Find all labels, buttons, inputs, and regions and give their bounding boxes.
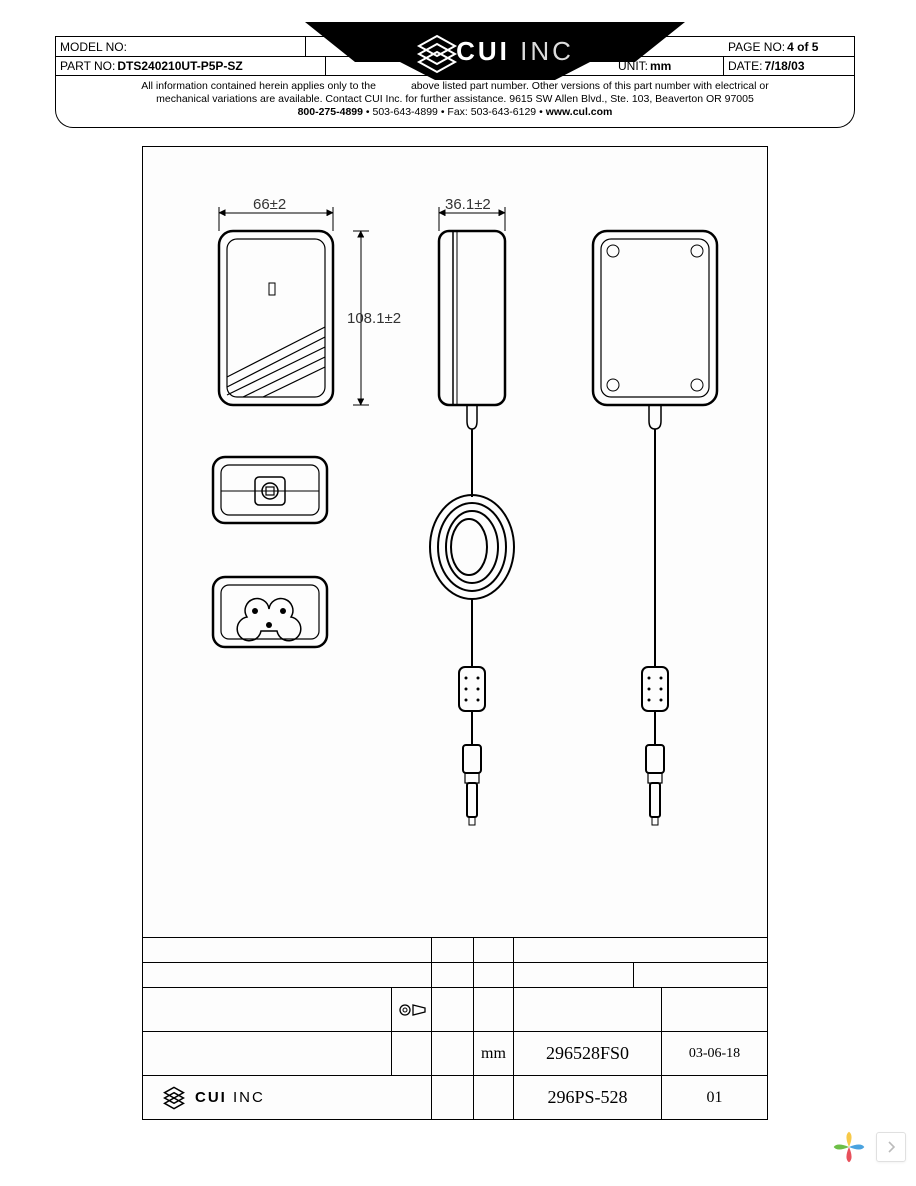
next-page-button[interactable] xyxy=(876,1132,906,1162)
info-line-2: mechanical variations are available. Con… xyxy=(76,93,834,106)
cui-logo-banner: CUI INC xyxy=(305,22,685,80)
datasheet-header: MODEL NO: PAGE NO: 4 of 5 PART NO: DTS24… xyxy=(55,36,855,128)
adapter-side-view: 36.1±2 xyxy=(413,197,543,917)
info-line-1: All information contained herein applies… xyxy=(76,80,834,93)
tb-drawing-no: 296528FS0 xyxy=(513,1031,661,1075)
title-block-upper xyxy=(143,937,767,962)
tb-part-code: 296PS-528 xyxy=(513,1075,661,1119)
info-line-1b: above listed part number. Other versions… xyxy=(411,80,769,92)
projection-symbol-icon xyxy=(397,1000,427,1020)
info-fax: Fax: 503-643-6129 xyxy=(447,106,536,118)
chevron-right-icon xyxy=(887,1141,895,1153)
flower-logo-icon xyxy=(832,1130,866,1164)
adapter-front-view: 66±2 xyxy=(203,197,353,417)
title-block-row-2: mm 296528FS0 03-06-18 xyxy=(143,1031,767,1075)
cui-small-logo-icon xyxy=(161,1085,187,1111)
dim-height: 108.1±2 xyxy=(347,310,401,327)
drawing-frame: 66±2 36.1±2 xyxy=(142,146,768,1120)
info-line-1a: All information contained herein applies… xyxy=(141,80,376,92)
logo-text: CUI INC xyxy=(305,36,685,67)
tb-rev-date: 03-06-18 xyxy=(661,1031,767,1075)
tb-logo-thin: INC xyxy=(233,1089,265,1106)
title-block-row-3: CUI INC 296PS-528 01 xyxy=(143,1075,767,1119)
page-cell: PAGE NO: 4 of 5 xyxy=(724,37,854,56)
info-phone-2: 503-643-4899 xyxy=(373,106,438,118)
adapter-bottom-view-1 xyxy=(203,447,343,537)
dim-height-group: 108.1±2 xyxy=(343,227,423,427)
info-sep-2: • xyxy=(441,106,445,118)
info-sep-3: • xyxy=(539,106,543,118)
page-nav xyxy=(832,1130,906,1164)
info-sep-1: • xyxy=(366,106,370,118)
info-phone-bold: 800-275-4899 xyxy=(298,106,363,118)
title-block-row-1 xyxy=(143,987,767,1031)
info-box: All information contained herein applies… xyxy=(55,76,855,128)
page-value: 4 of 5 xyxy=(787,40,818,54)
logo-text-bold: CUI xyxy=(456,36,510,66)
date-value: 7/18/03 xyxy=(764,59,804,73)
model-cell: MODEL NO: xyxy=(56,37,306,56)
dim-width: 66±2 xyxy=(253,197,286,213)
part-value: DTS240210UT-P5P-SZ xyxy=(117,59,242,73)
part-cell: PART NO: DTS240210UT-P5P-SZ xyxy=(56,57,326,75)
date-cell: DATE: 7/18/03 xyxy=(724,57,854,75)
part-label: PART NO: xyxy=(60,59,115,73)
adapter-rear-view xyxy=(573,197,743,917)
dim-depth: 36.1±2 xyxy=(445,197,491,213)
tb-logo-bold: CUI xyxy=(195,1089,227,1106)
tb-sheet: 01 xyxy=(661,1075,767,1119)
adapter-inlet-view xyxy=(203,567,343,662)
drawing-area: 66±2 36.1±2 xyxy=(143,147,767,907)
tb-scale-unit: mm xyxy=(473,1031,513,1075)
title-block-upper-2 xyxy=(143,962,767,987)
title-block: mm 296528FS0 03-06-18 CUI INC xyxy=(143,937,767,1119)
model-label: MODEL NO: xyxy=(60,40,127,54)
date-label: DATE: xyxy=(728,59,762,73)
page-label: PAGE NO: xyxy=(728,40,785,54)
info-web: www.cul.com xyxy=(546,106,613,118)
info-line-3: 800-275-4899 • 503-643-4899 • Fax: 503-6… xyxy=(76,106,834,119)
logo-text-thin: INC xyxy=(520,36,574,66)
